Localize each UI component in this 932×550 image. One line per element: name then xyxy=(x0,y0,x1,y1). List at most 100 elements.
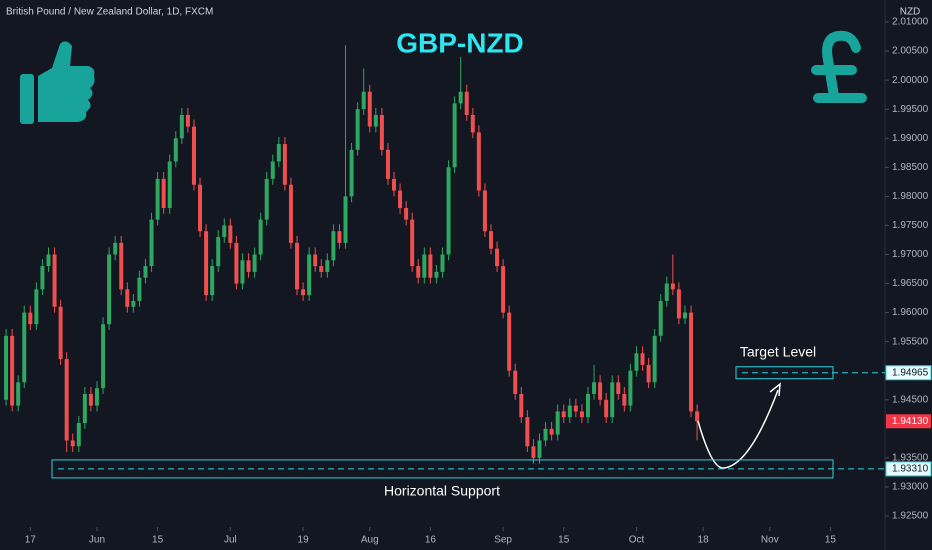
x-tick-label: 17 xyxy=(25,535,37,546)
candle-body xyxy=(149,219,154,267)
last-price-box xyxy=(886,414,931,429)
x-tick-label: Sep xyxy=(494,535,512,546)
candle-body xyxy=(622,393,627,406)
candle-body xyxy=(592,382,597,394)
y-tick-label: 1.97500 xyxy=(892,220,929,231)
candle-body xyxy=(276,144,281,162)
candle-body xyxy=(373,114,378,127)
candle-body xyxy=(240,260,245,284)
candle-body xyxy=(670,283,675,290)
candle-body xyxy=(34,289,39,325)
candle-body xyxy=(428,254,433,278)
candle-body xyxy=(52,254,57,307)
symbol-header: British Pound / New Zealand Dollar, 1D, … xyxy=(6,7,213,18)
candle-body xyxy=(82,393,87,424)
target-price-box xyxy=(885,365,932,381)
candle-body xyxy=(598,382,603,400)
candle-body xyxy=(337,231,342,243)
candle-body xyxy=(270,161,275,179)
candle-body xyxy=(173,138,178,162)
y-tick-label: 2.00000 xyxy=(892,75,929,86)
y-tick-label: 1.93000 xyxy=(892,482,929,493)
candles xyxy=(4,45,700,464)
candle-body xyxy=(234,242,239,284)
candle-body xyxy=(246,260,251,272)
candle-body xyxy=(616,382,621,394)
candle-body xyxy=(640,353,645,365)
candle-body xyxy=(343,196,348,243)
candle-body xyxy=(604,399,609,418)
candle-body xyxy=(464,91,469,115)
candle-body xyxy=(313,254,318,267)
candle-body xyxy=(573,405,578,412)
candle-body xyxy=(664,283,669,301)
candle-body xyxy=(398,190,403,208)
candle-body xyxy=(513,370,518,394)
candle-body xyxy=(416,266,421,278)
candle-body xyxy=(295,242,300,290)
candle-body xyxy=(137,277,142,301)
candle-body xyxy=(470,114,475,133)
y-tick-label: 2.01000 xyxy=(892,17,929,28)
x-tick-label: Jun xyxy=(89,535,105,546)
candle-body xyxy=(446,167,451,255)
currency: NZD xyxy=(900,7,921,18)
candle-body xyxy=(40,266,45,290)
candle-body xyxy=(191,126,196,185)
candle-body xyxy=(658,300,663,336)
chart-title: GBP-NZD xyxy=(396,27,524,58)
candle-body xyxy=(682,312,687,319)
candle-body xyxy=(119,242,124,290)
candle-body xyxy=(264,178,269,220)
arrow-head xyxy=(769,382,781,397)
candle-body xyxy=(4,335,9,400)
candle-body xyxy=(567,405,572,418)
y-tick-label: 1.92500 xyxy=(892,511,929,522)
candle-body xyxy=(355,109,360,150)
x-tick-label: 15 xyxy=(152,535,164,546)
candle-body xyxy=(155,178,160,220)
y-tick-label: 1.95500 xyxy=(892,336,929,347)
y-tick-label: 1.98000 xyxy=(892,191,929,202)
candle-body xyxy=(252,254,257,272)
x-tick-label: Oct xyxy=(629,535,645,546)
candle-body xyxy=(58,306,63,360)
candle-body xyxy=(331,231,336,261)
candle-body xyxy=(482,190,487,232)
y-tick-label: 1.99500 xyxy=(892,104,929,115)
candle-body xyxy=(16,382,21,406)
candle-body xyxy=(64,359,69,441)
icon-part xyxy=(822,30,861,101)
candle-body xyxy=(579,411,584,418)
support-price-box xyxy=(885,461,932,477)
candle-body xyxy=(131,300,136,307)
candle-body xyxy=(452,103,457,168)
support-price-label: 1.93310 xyxy=(892,464,929,475)
candle-body xyxy=(307,254,312,296)
candle-body xyxy=(367,91,372,127)
candle-body xyxy=(610,382,615,418)
candle-body xyxy=(185,114,190,127)
candle-body xyxy=(537,440,542,458)
candle-body xyxy=(410,219,415,267)
candle-body xyxy=(288,184,293,243)
x-tick-label: Aug xyxy=(361,535,379,546)
candle-body xyxy=(555,411,560,435)
candle-body xyxy=(179,114,184,139)
y-tick-label: 1.94500 xyxy=(892,394,929,405)
candle-body xyxy=(392,178,397,191)
candle-body xyxy=(167,161,172,208)
candle-body xyxy=(458,91,463,104)
target-text: Target Level xyxy=(740,343,816,359)
candle-body xyxy=(525,417,530,447)
candle-body xyxy=(646,364,651,383)
candle-body xyxy=(22,312,27,383)
candle-body xyxy=(46,254,51,267)
candle-body xyxy=(440,254,445,272)
x-tick-label: 18 xyxy=(698,535,710,546)
thumbs-up-icon xyxy=(20,41,95,124)
candle-body xyxy=(549,428,554,435)
candle-body xyxy=(501,266,506,313)
